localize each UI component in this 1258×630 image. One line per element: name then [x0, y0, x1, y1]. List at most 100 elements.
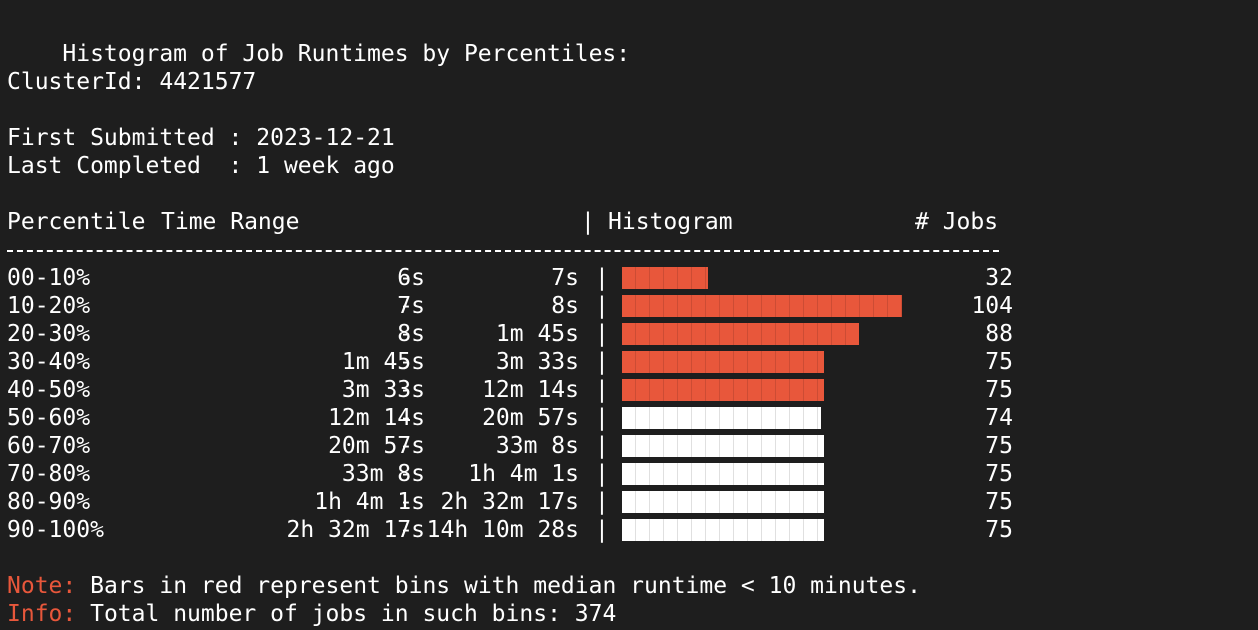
- range-start: 12m 14s: [328, 405, 425, 431]
- range-dash: -: [399, 433, 413, 459]
- range-end: 1m 45s: [495, 321, 579, 347]
- row-separator: |: [595, 377, 609, 403]
- row-separator: |: [595, 293, 609, 319]
- percentile-label: 80-90%: [7, 489, 91, 515]
- percentile-label: 40-50%: [7, 377, 91, 403]
- histogram-bar: [622, 519, 824, 541]
- percentile-label: 30-40%: [7, 349, 91, 375]
- histogram-bar: [622, 463, 824, 485]
- job-count: 75: [985, 433, 1013, 459]
- percentile-label: 50-60%: [7, 405, 91, 431]
- note-line: Note: Bars in red represent bins with me…: [7, 572, 1252, 600]
- range-end: 20m 57s: [482, 405, 579, 431]
- row-separator: |: [595, 321, 609, 347]
- row-separator: |: [595, 461, 609, 487]
- job-count: 75: [985, 349, 1013, 375]
- blank-line: [7, 96, 1252, 124]
- table-row: 70-80% 33m 8s - 1h 4m 1s | 75: [7, 460, 1252, 488]
- job-count: 75: [985, 489, 1013, 515]
- histogram-bar: [622, 295, 902, 317]
- title-line: Histogram of Job Runtimes by Percentiles…: [7, 12, 1252, 67]
- range-end: 12m 14s: [482, 377, 579, 403]
- info-line: Info: Total number of jobs in such bins:…: [7, 600, 1252, 628]
- first-submitted-line: First Submitted : 2023-12-21: [7, 124, 1252, 152]
- range-start: 2h 32m 17s: [286, 517, 425, 543]
- info-label: Info:: [7, 601, 77, 627]
- info-text: Total number of jobs in such bins: 374: [90, 601, 617, 627]
- range-dash: -: [399, 265, 413, 291]
- row-separator: |: [595, 517, 609, 543]
- range-dash: -: [399, 461, 413, 487]
- percentile-label: 00-10%: [7, 265, 91, 291]
- cluster-line: ClusterId: 4421577: [7, 68, 1252, 96]
- range-end: 8s: [551, 293, 579, 319]
- note-text: Bars in red represent bins with median r…: [90, 573, 921, 599]
- percentile-label: 60-70%: [7, 433, 91, 459]
- percentile-label: 20-30%: [7, 321, 91, 347]
- range-end: 3m 33s: [495, 349, 579, 375]
- cluster-label: ClusterId:: [7, 69, 146, 95]
- last-completed-line: Last Completed : 1 week ago: [7, 152, 1252, 180]
- table-row: 20-30% 8s - 1m 45s | 88: [7, 320, 1252, 348]
- range-start: 8s: [397, 321, 425, 347]
- header-histogram: Histogram: [608, 209, 733, 235]
- range-end: 1h 4m 1s: [468, 461, 579, 487]
- range-dash: -: [399, 405, 413, 431]
- histogram-bar: [622, 379, 824, 401]
- range-end: 2h 32m 17s: [440, 489, 579, 515]
- range-dash: -: [399, 349, 413, 375]
- range-start: 3m 33s: [341, 377, 425, 403]
- range-end: 33m 8s: [495, 433, 579, 459]
- histogram-bar: [622, 435, 824, 457]
- histogram-bar: [622, 323, 859, 345]
- range-end: 14h 10m 28s: [426, 517, 579, 543]
- range-start: 1h 4m 1s: [314, 489, 425, 515]
- range-dash: -: [399, 377, 413, 403]
- histogram-bar: [622, 491, 824, 513]
- first-submitted-label: First Submitted :: [7, 125, 243, 151]
- terminal-output: Histogram of Job Runtimes by Percentiles…: [7, 12, 1252, 628]
- cluster-id: 4421577: [159, 69, 257, 95]
- range-dash: -: [399, 321, 413, 347]
- job-count: 75: [985, 377, 1013, 403]
- histogram-bar: [622, 351, 824, 373]
- range-start: 1m 45s: [341, 349, 425, 375]
- range-start: 6s: [397, 265, 425, 291]
- range-dash: -: [399, 489, 413, 515]
- row-separator: |: [595, 433, 609, 459]
- table-row: 80-90% 1h 4m 1s - 2h 32m 17s | 75: [7, 488, 1252, 516]
- table-row: 90-100% 2h 32m 17s -14h 10m 28s | 75: [7, 516, 1252, 544]
- job-count: 32: [985, 265, 1013, 291]
- header-time-range: Time Range: [161, 209, 300, 235]
- percentile-label: 70-80%: [7, 461, 91, 487]
- range-start: 33m 8s: [341, 461, 425, 487]
- percentile-label: 10-20%: [7, 293, 91, 319]
- row-separator: |: [595, 489, 609, 515]
- histogram-bar: [622, 267, 708, 289]
- job-count: 74: [985, 405, 1013, 431]
- range-dash: -: [399, 293, 413, 319]
- table-row: 10-20% 7s - 8s | 104: [7, 292, 1252, 320]
- table-row: 40-50% 3m 33s - 12m 14s | 75: [7, 376, 1252, 404]
- job-count: 75: [985, 517, 1013, 543]
- table-row: 60-70% 20m 57s - 33m 8s | 75: [7, 432, 1252, 460]
- row-separator: |: [595, 405, 609, 431]
- percentile-label: 90-100%: [7, 517, 104, 543]
- job-count: 75: [985, 461, 1013, 487]
- range-start: 7s: [397, 293, 425, 319]
- header-jobs: # Jobs: [915, 209, 999, 235]
- table-header: Percentile Time Range | Histogram # Jobs: [7, 208, 1252, 236]
- header-percentile: Percentile: [7, 209, 146, 235]
- histogram-bar: [622, 407, 821, 429]
- job-count: 104: [971, 293, 1013, 319]
- row-separator: |: [595, 349, 609, 375]
- header-separator: |: [581, 209, 595, 235]
- note-label: Note:: [7, 573, 77, 599]
- table-row: 00-10% 6s - 7s | 32: [7, 264, 1252, 292]
- last-completed-value: 1 week ago: [256, 153, 395, 179]
- table-row: 50-60% 12m 14s - 20m 57s | 74: [7, 404, 1252, 432]
- table-row: 30-40% 1m 45s - 3m 33s | 75: [7, 348, 1252, 376]
- last-completed-label: Last Completed :: [7, 153, 243, 179]
- first-submitted-value: 2023-12-21: [256, 125, 395, 151]
- page-title: Histogram of Job Runtimes by Percentiles…: [62, 41, 631, 67]
